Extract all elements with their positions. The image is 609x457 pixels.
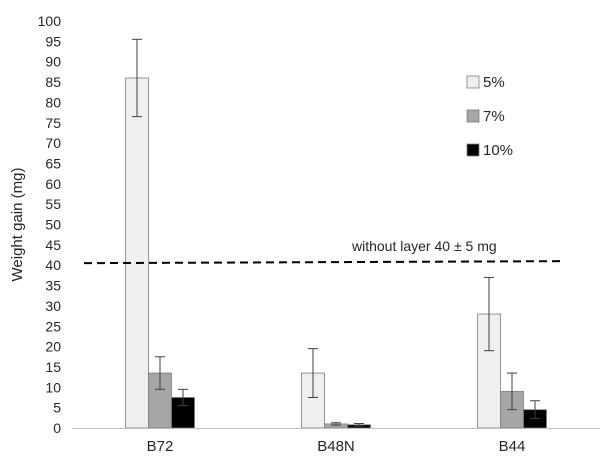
legend-swatch [466,109,480,123]
y-tick-label: 15 [45,359,61,375]
x-category-label: B72 [147,438,174,455]
legend-swatch [466,143,480,157]
y-tick-label: 25 [45,318,61,334]
y-tick-label: 75 [45,115,61,131]
y-tick-label: 100 [38,13,62,29]
y-tick-label: 80 [45,94,61,110]
y-tick-label: 10 [45,379,61,395]
legend-swatch [466,75,480,89]
y-tick-label: 0 [53,420,61,436]
legend-label: 10% [483,142,513,159]
y-tick-label: 65 [45,155,61,171]
y-tick-label: 45 [45,237,61,253]
y-tick-label: 50 [45,217,61,233]
reference-line [83,260,561,265]
y-axis-title: Weight gain (mg) [9,168,26,282]
y-tick-label: 90 [45,54,61,70]
y-tick-label: 70 [45,135,61,151]
y-tick-label: 30 [45,298,61,314]
legend-label: 7% [483,108,505,125]
bar[interactable] [125,77,149,429]
y-tick-label: 20 [45,339,61,355]
y-tick-label: 85 [45,74,61,90]
y-tick-label: 35 [45,278,61,294]
legend-label: 5% [483,74,505,91]
y-tick-label: 60 [45,176,61,192]
y-tick-label: 55 [45,196,61,212]
y-tick-label: 5 [53,400,61,416]
reference-line-label: without layer 40 ± 5 mg [351,238,497,254]
x-category-label: B48N [317,438,355,455]
x-category-label: B44 [499,438,526,455]
y-tick-label: 95 [45,33,61,49]
y-tick-label: 40 [45,257,61,273]
